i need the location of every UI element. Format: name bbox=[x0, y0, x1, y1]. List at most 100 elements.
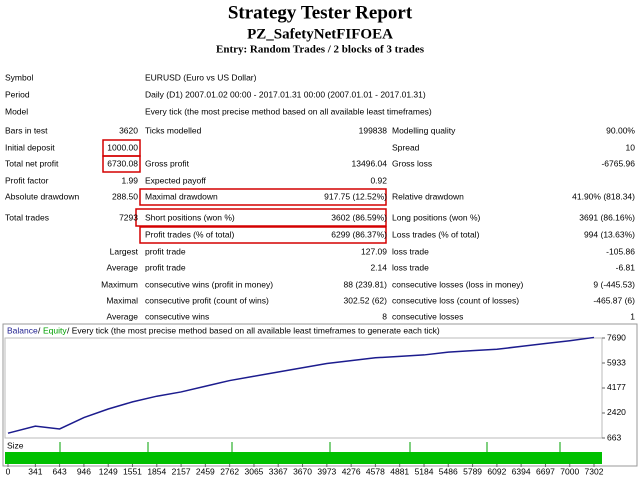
cell-value: 41.90% (818.34) bbox=[572, 191, 635, 201]
x-tick-label: 4881 bbox=[390, 466, 409, 476]
highlight-box bbox=[139, 188, 387, 206]
legend-separator: / bbox=[38, 325, 41, 335]
cell-label: Initial deposit bbox=[5, 142, 55, 152]
cell-value: Largest bbox=[110, 246, 139, 256]
legend-equity: Equity bbox=[43, 325, 67, 335]
expert-name: PZ_SafetyNetFIFOEA bbox=[247, 26, 393, 42]
x-tick-label: 2459 bbox=[196, 466, 215, 476]
cell-value: 3620 bbox=[119, 125, 138, 135]
cell-value: Maximal bbox=[106, 295, 138, 305]
cell-value: 13496.04 bbox=[352, 158, 388, 168]
cell-value: 0.92 bbox=[370, 175, 387, 185]
cell-label: Profit trades (% of total) bbox=[145, 229, 234, 239]
cell-label: Gross profit bbox=[145, 158, 190, 168]
cell-label: Absolute drawdown bbox=[5, 191, 79, 201]
cell-value: 88 (239.81) bbox=[344, 279, 388, 289]
x-tick-label: 3670 bbox=[293, 466, 312, 476]
cell-value: 127.09 bbox=[361, 246, 387, 256]
cell-value: 7293 bbox=[119, 212, 138, 222]
cell-label: Total trades bbox=[5, 212, 49, 222]
cell-label: profit trade bbox=[145, 262, 186, 272]
y-tick-label: 7690 bbox=[607, 332, 626, 342]
y-tick-label: 5933 bbox=[607, 357, 626, 367]
x-tick-label: 4578 bbox=[366, 466, 385, 476]
y-tick-label: 2420 bbox=[607, 407, 626, 417]
cell-value: 3691 (86.16%) bbox=[579, 212, 635, 222]
cell-label: Spread bbox=[392, 142, 420, 152]
x-tick-label: 6394 bbox=[512, 466, 531, 476]
cell-label: Short positions (won %) bbox=[145, 212, 235, 222]
highlight-box bbox=[102, 155, 141, 173]
cell-label: consecutive loss (count of losses) bbox=[392, 295, 519, 305]
cell-label: loss trade bbox=[392, 262, 429, 272]
cell-value: 6299 (86.37%) bbox=[331, 229, 387, 239]
cell-label: Modelling quality bbox=[392, 125, 456, 135]
x-tick-label: 4276 bbox=[342, 466, 361, 476]
cell-value: Symbol bbox=[5, 72, 33, 82]
chart-subtitle: / Every tick (the most precise method ba… bbox=[67, 325, 440, 335]
cell-value: 2.14 bbox=[370, 262, 387, 272]
highlight-box bbox=[135, 208, 387, 227]
x-tick-label: 5789 bbox=[463, 466, 482, 476]
y-tick-label: 663 bbox=[607, 432, 621, 442]
title: Strategy Tester Report bbox=[228, 2, 413, 23]
cell-label: Expected payoff bbox=[145, 175, 206, 185]
y-tick-label: 4177 bbox=[607, 382, 626, 392]
cell-label: Bars in test bbox=[5, 125, 48, 135]
cell-value: Average bbox=[106, 262, 138, 272]
cell-value: EURUSD (Euro vs US Dollar) bbox=[145, 72, 257, 82]
cell-value: 199838 bbox=[359, 125, 388, 135]
cell-value: 90.00% bbox=[606, 125, 635, 135]
x-tick-label: 946 bbox=[77, 466, 91, 476]
highlight-box bbox=[139, 226, 387, 244]
cell-value: Period bbox=[5, 89, 30, 99]
cell-value: 288.50 bbox=[112, 191, 138, 201]
cell-value: -105.86 bbox=[606, 246, 635, 256]
cell-label: consecutive wins (profit in money) bbox=[145, 279, 273, 289]
cell-value: Model bbox=[5, 106, 28, 116]
x-tick-label: 3065 bbox=[245, 466, 264, 476]
cell-value: 3602 (86.59%) bbox=[331, 212, 387, 222]
size-bar bbox=[5, 452, 602, 464]
cell-label: Relative drawdown bbox=[392, 191, 464, 201]
cell-value: 6730.08 bbox=[107, 158, 138, 168]
cell-value: Daily (D1) 2007.01.02 00:00 - 2017.01.31… bbox=[145, 89, 426, 99]
size-label: Size bbox=[7, 440, 24, 450]
x-tick-label: 2157 bbox=[172, 466, 191, 476]
x-tick-label: 0 bbox=[6, 466, 11, 476]
x-tick-label: 1854 bbox=[147, 466, 166, 476]
legend-balance: Balance bbox=[7, 325, 38, 335]
x-tick-label: 341 bbox=[28, 466, 42, 476]
cell-label: Ticks modelled bbox=[145, 125, 202, 135]
cell-value: 1 bbox=[630, 311, 635, 321]
cell-value: -6.81 bbox=[616, 262, 636, 272]
cell-value: Average bbox=[106, 311, 138, 321]
cell-label: consecutive losses (loss in money) bbox=[392, 279, 524, 289]
cell-value: -6765.96 bbox=[601, 158, 635, 168]
cell-label: Loss trades (% of total) bbox=[392, 229, 480, 239]
cell-label: Long positions (won %) bbox=[392, 212, 481, 222]
cell-value: -465.87 (6) bbox=[593, 295, 635, 305]
cell-value: 9 (-445.53) bbox=[593, 279, 635, 289]
x-tick-label: 7000 bbox=[560, 466, 579, 476]
cell-value: Maximum bbox=[101, 279, 138, 289]
balance-line bbox=[7, 336, 595, 434]
size-spikes bbox=[59, 442, 561, 452]
cell-label: loss trade bbox=[392, 246, 429, 256]
cell-value: 302.52 (62) bbox=[344, 295, 388, 305]
x-tick-label: 1551 bbox=[123, 466, 142, 476]
x-tick-label: 1249 bbox=[99, 466, 118, 476]
x-tick-label: 643 bbox=[53, 466, 67, 476]
x-tick-label: 2762 bbox=[220, 466, 239, 476]
cell-value: 10 bbox=[626, 142, 636, 152]
x-tick-label: 7302 bbox=[585, 466, 604, 476]
cell-label: profit trade bbox=[145, 246, 186, 256]
cell-label: Maximal drawdown bbox=[145, 191, 218, 201]
x-tick-label: 5486 bbox=[439, 466, 458, 476]
x-tick-label: 3973 bbox=[317, 466, 336, 476]
cell-label: consecutive wins bbox=[145, 311, 209, 321]
cell-label: consecutive profit (count of wins) bbox=[145, 295, 269, 305]
